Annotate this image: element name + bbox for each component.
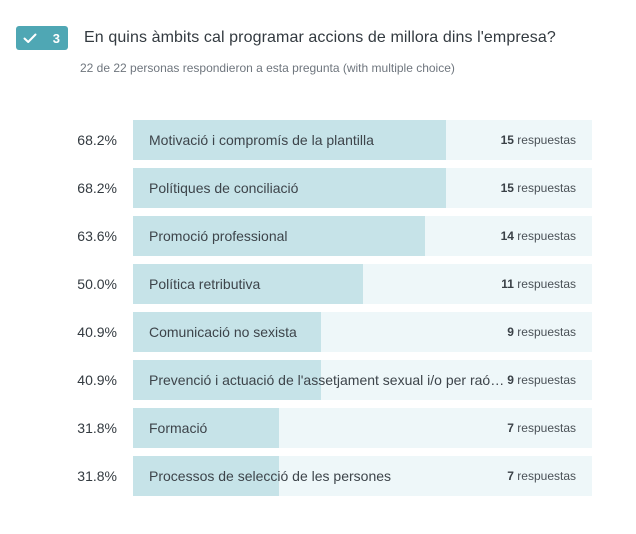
answer-percent: 68.2% xyxy=(77,180,117,196)
answer-percent: 63.6% xyxy=(77,228,117,244)
answer-row: 63.6% Promoció professional 14 respuestas xyxy=(0,216,636,256)
answer-label: Motivació i compromís de la plantilla xyxy=(149,132,374,148)
answer-count-value: 14 xyxy=(500,229,514,243)
answer-count: 9 respuestas xyxy=(507,360,576,400)
answer-count: 7 respuestas xyxy=(507,408,576,448)
answer-label: Polítiques de conciliació xyxy=(149,180,299,196)
answer-bar-track: Processos de selecció de les persones 7 r… xyxy=(133,456,592,496)
answer-percent: 31.8% xyxy=(77,420,117,436)
answer-bar-fill xyxy=(133,216,425,256)
answer-row: 31.8% Formació 7 respuestas xyxy=(0,408,636,448)
question-number: 3 xyxy=(52,30,60,46)
answer-count-unit: respuestas xyxy=(517,373,576,387)
answer-count-unit: respuestas xyxy=(517,421,576,435)
answer-count-value: 7 xyxy=(507,421,514,435)
answer-bar-fill xyxy=(133,168,447,208)
answer-percent: 31.8% xyxy=(77,468,117,484)
answer-percent: 40.9% xyxy=(77,372,117,388)
answer-row: 68.2% Motivació i compromís de la plantil… xyxy=(0,120,636,160)
answer-list: 68.2% Motivació i compromís de la plantil… xyxy=(0,120,636,504)
answer-count: 15 respuestas xyxy=(501,120,576,160)
answer-bar-fill xyxy=(133,360,321,400)
answer-label: Processos de selecció de les persones xyxy=(149,468,392,484)
answer-percent: 40.9% xyxy=(77,324,117,340)
answer-label: Prevenció i actuació de l'assetjament se… xyxy=(149,372,507,388)
answer-percent: 68.2% xyxy=(77,132,117,148)
answer-count-unit: respuestas xyxy=(517,277,576,291)
answer-label: Comunicació no sexista xyxy=(149,324,297,340)
answer-count: 15 respuestas xyxy=(501,168,576,208)
question-title: En quins àmbits cal programar accions de… xyxy=(84,29,556,46)
answer-bar-fill xyxy=(133,312,321,352)
answer-count-unit: respuestas xyxy=(517,181,576,195)
answer-row: 40.9% Prevenció i actuació de l'assetjame… xyxy=(0,360,636,400)
answer-count-unit: respuestas xyxy=(517,325,576,339)
answer-label: Política retributiva xyxy=(149,276,261,292)
answer-count: 11 respuestas xyxy=(501,264,576,304)
answer-label: Promoció professional xyxy=(149,228,288,244)
answer-bar-fill xyxy=(133,408,279,448)
answer-count-unit: respuestas xyxy=(517,469,576,483)
answer-row: 68.2% Polítiques de conciliació 15 respues… xyxy=(0,168,636,208)
answer-bar-track: Polítiques de conciliació 15 respuestas xyxy=(133,168,592,208)
answer-bar-track: Formació 7 respuestas xyxy=(133,408,592,448)
answer-count-value: 11 xyxy=(501,277,514,291)
answer-count-value: 15 xyxy=(500,133,514,147)
answer-bar-track: Comunicació no sexista 9 respuestas xyxy=(133,312,592,352)
check-icon xyxy=(23,33,37,43)
answer-count: 7 respuestas xyxy=(507,456,576,496)
answer-bar-fill xyxy=(133,456,279,496)
question-number-badge: 3 xyxy=(16,26,68,50)
answer-bar-track: Prevenció i actuació de l'assetjament se… xyxy=(133,360,592,400)
answer-bar-fill xyxy=(133,264,363,304)
answer-bar-track: Política retributiva 11 respuestas xyxy=(133,264,592,304)
question-header: 3 En quins àmbits cal programar accions … xyxy=(16,26,556,50)
answer-count: 14 respuestas xyxy=(501,216,576,256)
answer-bar-track: Motivació i compromís de la plantilla 15 … xyxy=(133,120,592,160)
answer-count-unit: respuestas xyxy=(517,133,576,147)
answer-count-unit: respuestas xyxy=(517,229,576,243)
answer-row: 50.0% Política retributiva 11 respuestas xyxy=(0,264,636,304)
answer-count: 9 respuestas xyxy=(507,312,576,352)
answer-bar-fill xyxy=(133,120,447,160)
answer-bar-track: Promoció professional 14 respuestas xyxy=(133,216,592,256)
answer-row: 31.8% Processos de selecció de les person… xyxy=(0,456,636,496)
question-subtitle: 22 de 22 personas respondieron a esta pr… xyxy=(80,61,455,75)
answer-count-value: 9 xyxy=(507,373,514,387)
answer-count-value: 7 xyxy=(507,469,514,483)
answer-count-value: 9 xyxy=(507,325,514,339)
answer-count-value: 15 xyxy=(500,181,514,195)
answer-row: 40.9% Comunicació no sexista 9 respuestas xyxy=(0,312,636,352)
answer-percent: 50.0% xyxy=(77,276,117,292)
answer-label: Formació xyxy=(149,420,208,436)
